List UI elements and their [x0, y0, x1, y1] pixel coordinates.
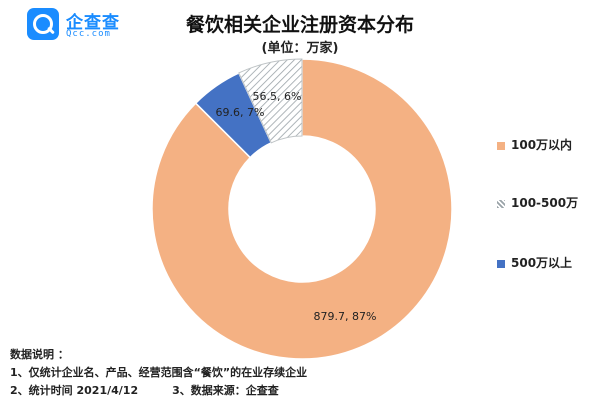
data-notes: 数据说明 ： 1、仅统计企业名、产品、经营范围含“餐饮”的在业存续企业 2、统计… — [10, 346, 307, 400]
legend-label-500-over: 500万以上 — [511, 256, 573, 270]
magnifier-logo-icon — [27, 8, 59, 40]
legend-label-100-500: 100-500万 — [511, 196, 579, 210]
logo-domain: Qcc.com — [66, 29, 111, 39]
legend-item-500-over: 500万以上 — [497, 254, 572, 270]
data-label-100-under: 879.7, 87% — [314, 310, 377, 323]
notes-heading: 数据说明 ： — [10, 348, 69, 361]
legend-item-100-500: 100-500万 — [497, 194, 578, 210]
legend-swatch-100-under — [497, 141, 505, 150]
notes-line-2-date: 2、统计时间 2021/4/12 — [10, 384, 139, 397]
slice-100-500 — [238, 58, 303, 144]
notes-line-2-source: 3、数据来源：企查查 — [172, 384, 279, 397]
legend-swatch-500-over — [497, 259, 505, 268]
data-label-100-500: 69.6, 7% — [216, 106, 265, 119]
notes-line-1: 1、仅统计企业名、产品、经营范围含“餐饮”的在业存续企业 — [10, 366, 308, 379]
data-label-500-over: 56.5, 6% — [253, 90, 302, 103]
slice-100-under — [151, 58, 453, 360]
legend-label-100-under: 100万以内 — [511, 138, 573, 152]
legend-item-100-under: 100万以内 — [497, 136, 572, 152]
logo-name: 企查查 — [66, 13, 120, 33]
chart-title: 餐饮相关企业注册资本分布 — [185, 14, 414, 36]
qcc-logo: 企查查 Qcc.com — [27, 8, 147, 44]
legend-swatch-100-500 — [497, 199, 505, 208]
chart-subtitle: (单位：万家) — [261, 41, 339, 56]
notes-line-2: 2、统计时间 2021/4/12 3、数据来源：企查查 — [10, 382, 307, 400]
